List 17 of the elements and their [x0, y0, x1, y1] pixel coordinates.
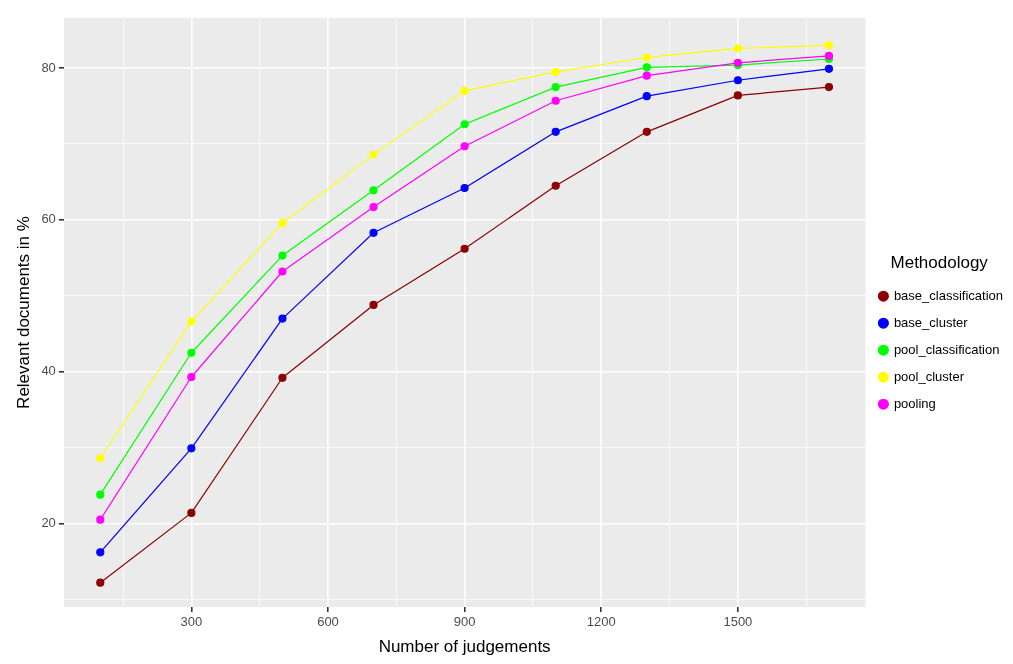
x-tick-label: 1200 — [586, 614, 616, 630]
legend-label: base_cluster — [893, 314, 969, 330]
y-tick-label: 80 — [41, 59, 56, 75]
x-tick-label: 900 — [453, 614, 476, 630]
y-tick-label: 60 — [41, 211, 56, 227]
y-axis-title: Relevant documents in % — [13, 216, 33, 409]
x-tick-label: 1500 — [723, 614, 753, 630]
x-tick-label: 300 — [180, 614, 203, 630]
legend-label: pool_classification — [893, 341, 1000, 357]
legend-label: pooling — [893, 395, 936, 411]
legend-title: Methodology — [890, 253, 989, 273]
legend-label: pool_cluster — [893, 368, 965, 384]
x-tick-label: 600 — [317, 614, 339, 630]
x-axis-title: Number of judgements — [378, 637, 551, 657]
y-tick-label: 40 — [41, 363, 56, 379]
legend-label: base_classification — [893, 287, 1004, 303]
y-tick-label: 20 — [41, 515, 56, 531]
